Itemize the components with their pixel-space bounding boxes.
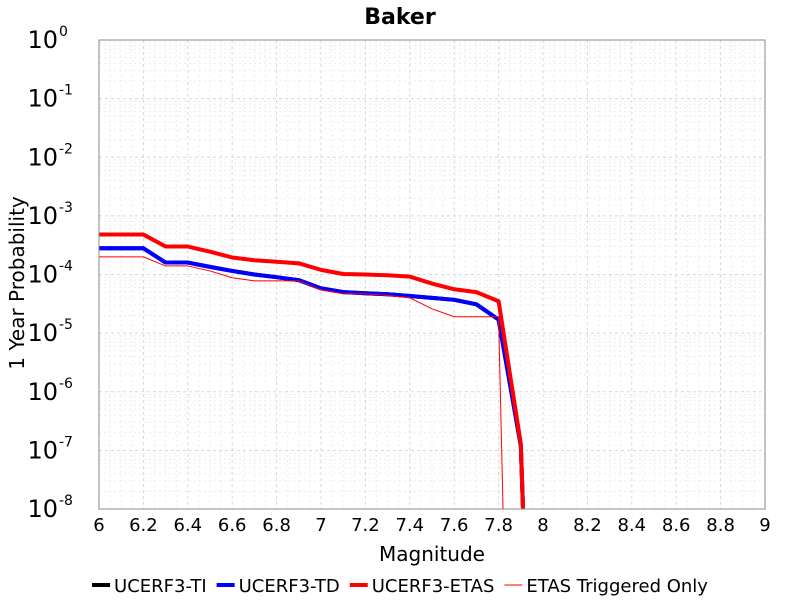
y-tick-label: 10 -3	[27, 200, 73, 230]
legend-label: ETAS Triggered Only	[526, 576, 708, 597]
y-tick-base: 10	[27, 495, 58, 523]
legend: UCERF3-TI UCERF3-TD UCERF3-ETAS ETAS Trigge…	[92, 576, 708, 597]
legend-item-ucerf3-etas: UCERF3-ETAS	[349, 576, 495, 597]
x-axis-label: Magnitude	[379, 542, 485, 566]
y-tick-exponent: -7	[59, 434, 73, 450]
x-tick-labels: 6 6.2 6.4 6.6 6.8 7 7.2 7.4 7.6 7.8 8 8.2 8.4 8.6 8.8 9	[93, 515, 770, 536]
y-tick-label: 10 -4	[27, 259, 73, 289]
series-layer	[99, 232, 526, 510]
series-line-etas-triggered-only	[99, 256, 504, 510]
y-tick-exponent: -4	[59, 259, 73, 275]
x-tick-label: 7.2	[351, 515, 380, 536]
y-axis-label: 1 Year Probability	[5, 196, 29, 370]
chart-title: Baker	[364, 5, 436, 30]
y-tick-base: 10	[27, 378, 58, 406]
x-tick-label: 8.4	[617, 515, 646, 536]
y-tick-base: 10	[27, 436, 58, 464]
y-tick-exponent: -3	[59, 200, 73, 216]
x-tick-label: 6.6	[218, 515, 247, 536]
y-tick-base: 10	[27, 143, 58, 171]
y-tick-base: 10	[27, 202, 58, 230]
y-tick-exponent: -5	[59, 317, 73, 333]
series-line-ucerf3-td	[99, 246, 526, 510]
legend-item-ucerf3-td: UCERF3-TD	[216, 576, 340, 597]
y-tick-label: 10 -7	[27, 434, 73, 464]
x-tick-label: 9	[759, 515, 770, 536]
y-tick-exponent: -8	[59, 493, 73, 509]
series-line-ucerf3-etas	[99, 232, 526, 510]
x-tick-label: 7.8	[484, 515, 513, 536]
x-tick-label: 8.2	[573, 515, 602, 536]
x-tick-label: 6.4	[173, 515, 202, 536]
x-tick-label: 7.6	[440, 515, 469, 536]
y-tick-base: 10	[27, 319, 58, 347]
x-tick-label: 8.6	[662, 515, 691, 536]
x-tick-label: 7.4	[395, 515, 424, 536]
y-tick-exponent: 0	[59, 24, 68, 40]
y-tick-label: 10 -6	[27, 376, 73, 406]
x-tick-label: 8	[537, 515, 548, 536]
x-tick-label: 6	[93, 515, 104, 536]
y-tick-base: 10	[27, 85, 58, 113]
y-tick-exponent: -2	[59, 141, 73, 157]
y-tick-label: 10 -1	[27, 83, 73, 113]
y-tick-label: 10 0	[27, 24, 67, 54]
x-tick-label: 6.8	[262, 515, 291, 536]
legend-label: UCERF3-TD	[239, 576, 340, 597]
y-tick-exponent: -6	[59, 376, 73, 392]
y-tick-base: 10	[27, 261, 58, 289]
legend-label: UCERF3-ETAS	[372, 576, 495, 597]
x-tick-label: 6.2	[129, 515, 158, 536]
x-tick-label: 7	[315, 515, 326, 536]
legend-item-etas-triggered-only: ETAS Triggered Only	[504, 576, 708, 597]
y-tick-exponent: -1	[59, 83, 73, 99]
y-tick-label: 10 -5	[27, 317, 73, 347]
legend-item-ucerf3-ti: UCERF3-TI	[92, 576, 207, 597]
y-tick-base: 10	[27, 26, 58, 54]
x-tick-label: 8.8	[706, 515, 735, 536]
y-tick-label: 10 -8	[27, 493, 73, 523]
y-tick-label: 10 -2	[27, 141, 73, 171]
plot-frame	[98, 39, 766, 510]
legend-label: UCERF3-TI	[114, 576, 207, 597]
